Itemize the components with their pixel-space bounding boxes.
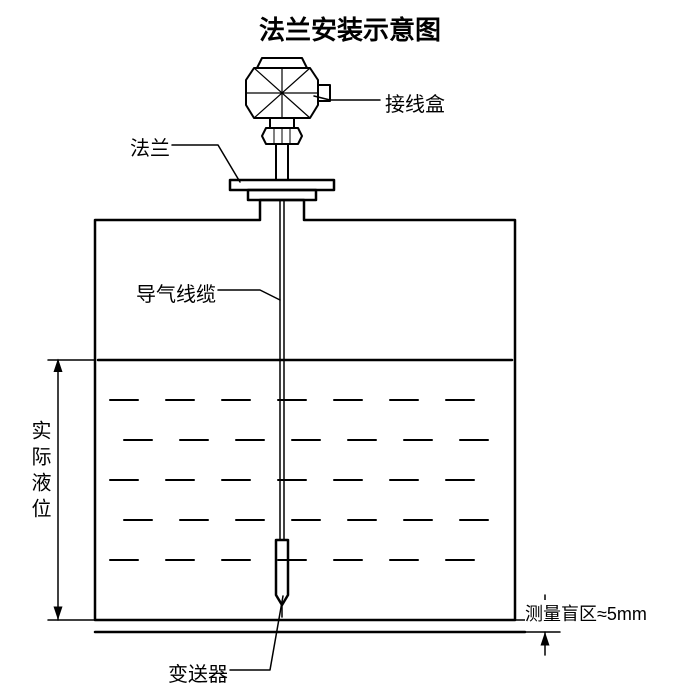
cable-icon bbox=[280, 200, 284, 540]
flange-icon bbox=[230, 180, 334, 200]
tank-outline bbox=[95, 200, 515, 620]
label-flange: 法兰 bbox=[130, 132, 170, 161]
label-actual-level: 实际液位 bbox=[25, 420, 54, 524]
leader-junction-box bbox=[314, 96, 380, 100]
junction-box-icon bbox=[246, 58, 330, 180]
leader-flange bbox=[172, 145, 240, 182]
dim-actual-level bbox=[48, 360, 95, 620]
liquid-dashes bbox=[110, 400, 500, 560]
label-cable: 导气线缆 bbox=[136, 278, 216, 307]
label-transmitter: 变送器 bbox=[168, 658, 228, 687]
label-junction-box: 接线盒 bbox=[385, 88, 445, 117]
label-blind-zone: 测量盲区≈5mm bbox=[525, 600, 647, 626]
diagram-svg bbox=[0, 0, 700, 700]
leader-cable bbox=[218, 290, 280, 300]
